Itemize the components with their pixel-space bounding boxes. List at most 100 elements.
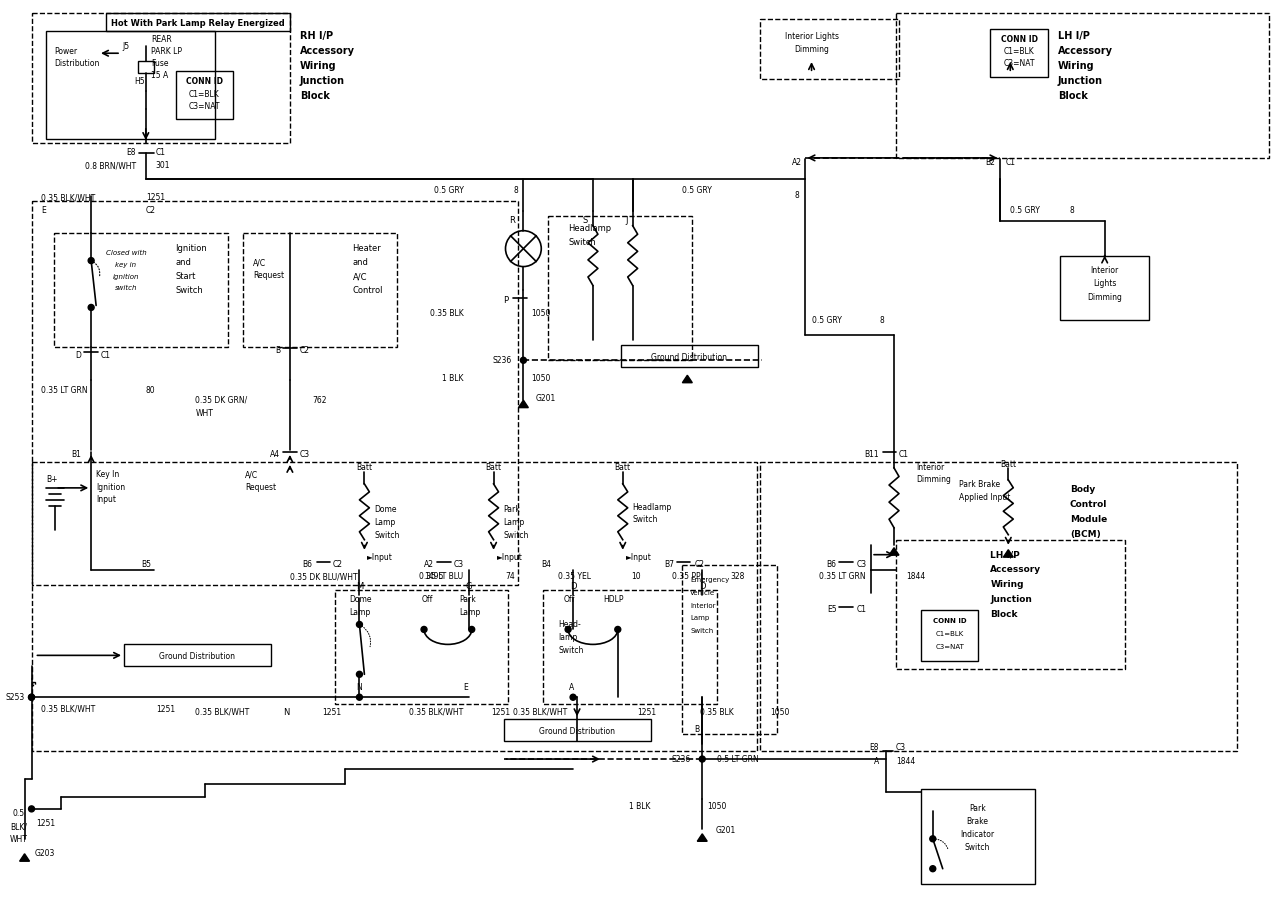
Text: G: G xyxy=(466,582,472,591)
Text: Fuse: Fuse xyxy=(150,58,168,68)
Text: Head-: Head- xyxy=(558,620,580,629)
Text: Applied Input: Applied Input xyxy=(959,493,1009,502)
Text: A2: A2 xyxy=(792,158,802,167)
Text: C1: C1 xyxy=(899,451,909,460)
Text: Distribution: Distribution xyxy=(55,58,99,68)
Text: Dome: Dome xyxy=(374,505,397,514)
Text: 8: 8 xyxy=(513,186,518,195)
Text: ►Input: ►Input xyxy=(496,554,522,562)
Text: Block: Block xyxy=(990,610,1018,619)
Text: C3=NAT: C3=NAT xyxy=(188,102,220,111)
Bar xyxy=(32,682,34,685)
Text: 74: 74 xyxy=(505,572,516,581)
Text: Emergency: Emergency xyxy=(690,577,729,582)
Text: 0.5 GRY: 0.5 GRY xyxy=(812,316,841,325)
Text: C3: C3 xyxy=(454,560,463,569)
Text: Park: Park xyxy=(458,595,476,604)
Text: A: A xyxy=(569,683,574,692)
Text: lamp: lamp xyxy=(558,633,578,642)
Text: B4: B4 xyxy=(541,560,551,569)
Text: Lamp: Lamp xyxy=(458,608,480,617)
Text: Control: Control xyxy=(353,286,383,295)
Text: Off: Off xyxy=(423,595,433,604)
Circle shape xyxy=(565,626,572,633)
Text: 1 BLK: 1 BLK xyxy=(629,803,651,812)
Text: A2: A2 xyxy=(424,560,434,569)
Text: 1844: 1844 xyxy=(906,572,925,581)
Text: 1050: 1050 xyxy=(531,309,551,318)
Text: C1: C1 xyxy=(101,351,111,360)
Text: Wiring: Wiring xyxy=(990,580,1023,590)
Text: 0.5 GRY: 0.5 GRY xyxy=(434,186,463,195)
Bar xyxy=(682,564,777,734)
Text: Junction: Junction xyxy=(1058,76,1102,86)
Text: A/C: A/C xyxy=(353,272,367,281)
Text: J5: J5 xyxy=(122,41,130,50)
Text: 762: 762 xyxy=(313,396,327,405)
Text: Headlamp: Headlamp xyxy=(568,224,611,233)
Text: LH I/P: LH I/P xyxy=(1058,32,1090,41)
Text: C2: C2 xyxy=(694,560,704,569)
Text: E: E xyxy=(463,683,468,692)
Bar xyxy=(544,590,717,704)
Text: WHT: WHT xyxy=(196,409,214,418)
Polygon shape xyxy=(19,854,29,861)
Text: G201: G201 xyxy=(536,393,555,402)
Text: WHT: WHT xyxy=(10,835,28,844)
Text: Dimming: Dimming xyxy=(794,45,829,54)
Text: S: S xyxy=(583,216,588,225)
Text: Switch: Switch xyxy=(690,628,714,634)
Text: Interior: Interior xyxy=(915,464,945,472)
Text: C3: C3 xyxy=(896,742,906,752)
Text: Accessory: Accessory xyxy=(990,565,1041,574)
Text: S253: S253 xyxy=(5,693,24,702)
Text: E8: E8 xyxy=(869,742,880,752)
Text: Request: Request xyxy=(253,271,284,280)
Text: B: B xyxy=(275,346,280,355)
Text: N: N xyxy=(284,707,290,716)
Text: Body: Body xyxy=(1069,485,1095,494)
Text: 0.35 BLK/WHT: 0.35 BLK/WHT xyxy=(42,705,95,714)
Text: 0.35 BLK: 0.35 BLK xyxy=(430,309,463,318)
Text: B1: B1 xyxy=(71,451,81,460)
Text: E: E xyxy=(42,206,46,215)
Text: Lamp: Lamp xyxy=(690,616,709,622)
Text: G203: G203 xyxy=(34,850,55,859)
Text: Module: Module xyxy=(1069,516,1108,525)
Circle shape xyxy=(929,836,936,842)
Text: B: B xyxy=(694,724,699,733)
Text: 8: 8 xyxy=(1069,206,1074,215)
Bar xyxy=(990,30,1048,77)
Text: Indicator: Indicator xyxy=(960,831,994,840)
Circle shape xyxy=(356,694,363,700)
Bar xyxy=(335,590,508,704)
Polygon shape xyxy=(889,548,899,555)
Text: C1=BLK: C1=BLK xyxy=(190,90,220,99)
Text: PARK LP: PARK LP xyxy=(150,47,182,56)
Text: and: and xyxy=(353,258,368,267)
Text: 0.5 GRY: 0.5 GRY xyxy=(682,186,713,195)
Text: Lamp: Lamp xyxy=(374,518,396,527)
Text: 1050: 1050 xyxy=(708,803,727,812)
Text: Switch: Switch xyxy=(504,531,528,540)
Bar xyxy=(176,71,233,119)
Text: Junction: Junction xyxy=(990,595,1032,604)
Circle shape xyxy=(699,756,705,762)
Polygon shape xyxy=(682,375,693,382)
Text: ►Input: ►Input xyxy=(368,554,393,562)
Text: Park Brake: Park Brake xyxy=(959,481,999,490)
Text: Control: Control xyxy=(1069,500,1108,509)
Text: Closed with: Closed with xyxy=(106,249,146,256)
Text: 0.35 PPL: 0.35 PPL xyxy=(672,572,705,581)
Text: 80: 80 xyxy=(146,386,155,395)
Text: B2: B2 xyxy=(985,158,995,167)
Text: Batt: Batt xyxy=(356,464,373,472)
Text: 0.5: 0.5 xyxy=(13,809,24,818)
Bar xyxy=(137,61,154,73)
Text: 0.35 BLK: 0.35 BLK xyxy=(700,707,735,716)
Text: Dimming: Dimming xyxy=(1087,293,1122,302)
Text: C2: C2 xyxy=(146,206,155,215)
Text: ignition: ignition xyxy=(113,274,139,280)
Circle shape xyxy=(28,694,34,700)
Text: D: D xyxy=(570,582,577,591)
